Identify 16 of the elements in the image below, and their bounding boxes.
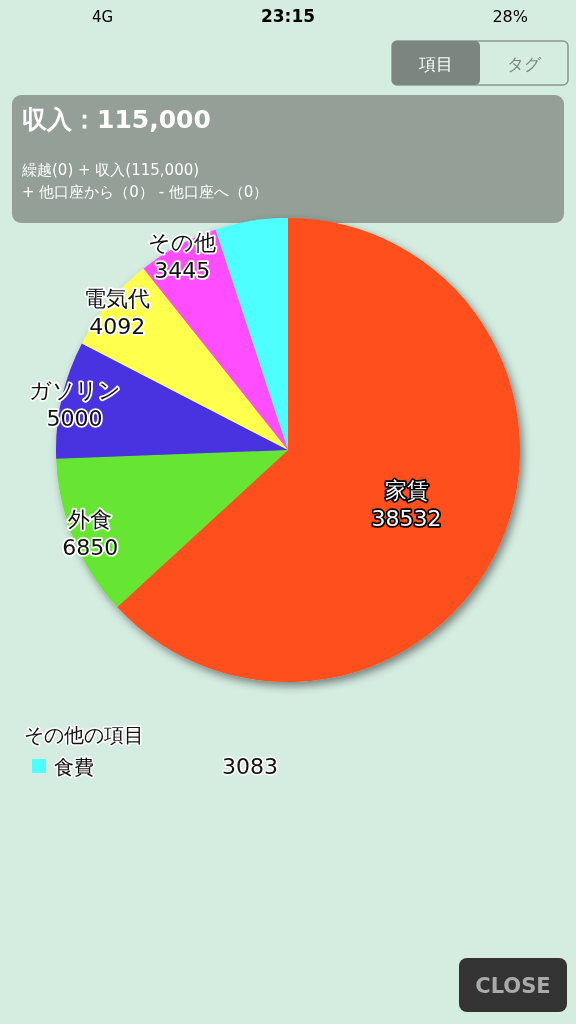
chart-title: 収入：115,000 — [22, 105, 211, 134]
data-label: 3083 — [222, 754, 278, 779]
legend-label: 食費 — [54, 755, 94, 779]
text: タグ — [507, 54, 542, 74]
text: CLOSE — [475, 974, 551, 998]
text: 28% — [492, 7, 528, 26]
text: 23:15 — [260, 6, 316, 26]
slice-label: 家賃 — [384, 478, 429, 504]
legend-title: その他の項目 — [24, 723, 144, 747]
data-label: 3445 — [154, 257, 211, 283]
text: 項目 — [418, 54, 453, 74]
slice-label: 外食 — [68, 507, 113, 533]
text: 4G — [92, 8, 114, 26]
data-label: 38532 — [371, 506, 442, 532]
data-label: 4092 — [89, 313, 146, 339]
chart-subtitle: 繰越(0) + 収入(115,000) + 他口座から（0） - 他口座へ（0） — [21, 161, 269, 201]
